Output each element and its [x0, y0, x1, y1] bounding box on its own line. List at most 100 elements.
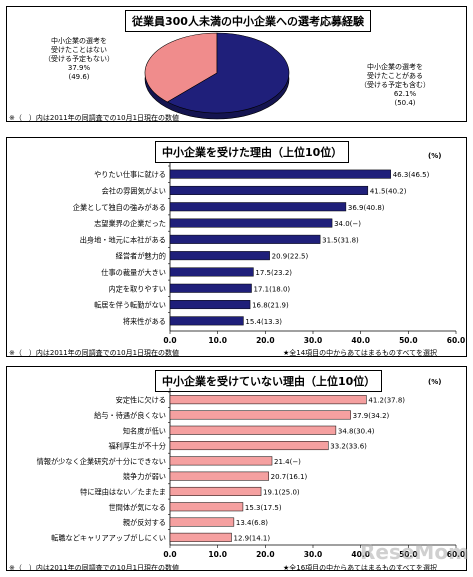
bar	[169, 486, 262, 496]
pie-prev-applied: (50.4)	[394, 99, 415, 107]
reasons-not-applied-note-right: ★全16項目の中からあてはまるものすべてを選択	[283, 564, 437, 572]
bar-value-label: 17.5(23.2)	[255, 269, 292, 277]
bar-value-label: 31.5(31.8)	[322, 236, 359, 244]
category-label: 転職などキャリアアップがしにくい	[51, 533, 166, 542]
category-label: 仕事の裁量が大きい	[101, 268, 166, 277]
reasons-not-applied-note-left: ※（ ）内は2011年の同調査での10月1日現在の数値	[9, 564, 180, 572]
reasons-applied-note-right: ★全14項目の中からあてはまるものすべてを選択	[283, 349, 437, 357]
reasons-not-applied-title: 中小企業を受けていない理由（上位10位）	[155, 370, 383, 392]
bar-value-label: 37.9(34.2)	[353, 412, 390, 420]
bar	[169, 251, 270, 261]
bar	[169, 471, 269, 481]
bar	[169, 456, 273, 466]
pie-prev-not-applied: (49.6)	[68, 73, 89, 81]
category-label: 給与・待遇が良くない	[94, 411, 166, 420]
category-label: 親が反対する	[123, 518, 166, 527]
x-tick-label: 50.0	[399, 336, 418, 345]
bar	[169, 267, 254, 277]
category-label: 知名度が低い	[123, 426, 166, 435]
pie-value-applied: 62.1%	[394, 90, 417, 98]
category-label: 特に理由はない／たまたま	[80, 487, 166, 496]
reasons-not-applied-panel: 中小企業を受けていない理由（上位10位） (%) 安定性に欠ける 41.2(37.8…	[6, 366, 467, 572]
reasons-applied-chart: (%) やりたい仕事に就ける 46.3(46.5) 会社の雰囲気がよい 41.5(40.…	[73, 152, 466, 345]
x-tick-label: 50.0	[399, 550, 418, 559]
pie-panel: 従業員300人未満の中小企業への選考応募経験 中小企業の選考を 受けたことはない（…	[6, 6, 467, 122]
x-tick-label: 30.0	[304, 550, 323, 559]
category-label: やりたい仕事に就ける	[94, 170, 166, 179]
pie-label-not-applied: （受ける予定もない）	[44, 54, 114, 63]
bar-value-label: 41.2(37.8)	[368, 397, 405, 405]
bar-value-label: 34.8(30.4)	[338, 427, 375, 435]
category-label: 転居を伴う転勤がない	[94, 301, 166, 310]
pie-slice	[166, 32, 290, 114]
reasons-applied-title: 中小企業を受けた理由（上位10位）	[155, 141, 350, 163]
category-label: 将来性がある	[123, 317, 166, 326]
bar-value-label: 12.9(14.1)	[233, 534, 270, 542]
unit-label: (%)	[428, 378, 441, 386]
category-label: 経営者が魅力的	[116, 252, 166, 261]
category-label: 競争力が弱い	[123, 472, 166, 481]
x-tick-label: 20.0	[256, 550, 275, 559]
x-tick-label: 0.0	[163, 336, 176, 345]
bar	[169, 425, 337, 435]
bar	[169, 502, 244, 512]
bar	[169, 169, 391, 179]
pie-label-not-applied: 中小企業の選考を	[51, 36, 107, 45]
reasons-not-applied-chart: (%) 安定性に欠ける 41.2(37.8) 給与・待遇が良くない 37.9(34.2)…	[37, 378, 466, 559]
unit-label: (%)	[428, 152, 441, 160]
bar	[169, 283, 252, 293]
x-tick-label: 40.0	[351, 336, 370, 345]
x-tick-label: 10.0	[208, 550, 227, 559]
x-tick-label: 40.0	[351, 550, 370, 559]
category-label: 企業として独自の強みがある	[73, 203, 166, 212]
pie-slice	[144, 32, 218, 103]
bar	[169, 532, 232, 542]
category-label: 情報が少なく企業研究が十分にできない	[37, 457, 166, 466]
bar-value-label: 13.4(6.8)	[236, 519, 268, 527]
pie-note: ※（ ）内は2011年の同調査での10月1日現在の数値	[9, 114, 180, 122]
pie-label-applied: 中小企業の選考を	[367, 62, 423, 71]
category-label: 世間体が気になる	[108, 503, 166, 512]
category-label: 安定性に欠ける	[116, 396, 166, 405]
reasons-applied-note-left: ※（ ）内は2011年の同調査での10月1日現在の数値	[9, 349, 180, 357]
bar-value-label: 15.3(17.5)	[245, 504, 282, 512]
pie-label-applied: 受けたことがある	[367, 71, 423, 80]
pie-label-not-applied: 受けたことはない	[51, 45, 107, 54]
bar-value-label: 20.7(16.1)	[271, 473, 308, 481]
bar	[169, 441, 329, 451]
bar	[169, 300, 251, 310]
bar	[169, 185, 369, 195]
category-label: 内定を取りやすい	[108, 284, 166, 293]
pie-chart-title: 従業員300人未満の中小企業への選考応募経験	[125, 10, 371, 32]
x-tick-label: 0.0	[163, 550, 176, 559]
bar	[169, 218, 333, 228]
bar	[169, 202, 347, 212]
x-tick-label: 20.0	[256, 336, 275, 345]
bar-value-label: 16.8(21.9)	[252, 302, 289, 310]
bar-value-label: 46.3(46.5)	[393, 171, 430, 179]
reasons-applied-panel: 中小企業を受けた理由（上位10位） (%) やりたい仕事に就ける 46.3(46.5…	[6, 137, 467, 357]
bar	[169, 517, 235, 527]
bar-value-label: 17.1(18.0)	[254, 285, 291, 293]
pie-label-applied: （受ける予定も含む）	[360, 80, 430, 89]
bar	[169, 316, 244, 326]
bar-value-label: 20.9(22.5)	[272, 253, 309, 261]
bar-value-label: 21.4(−)	[274, 458, 301, 466]
bar-value-label: 19.1(25.0)	[263, 488, 300, 496]
bar-value-label: 34.0(−)	[334, 220, 361, 228]
category-label: 福利厚生が不十分	[108, 442, 166, 451]
x-tick-label: 60.0	[447, 336, 466, 345]
bar-value-label: 33.2(33.6)	[330, 443, 367, 451]
x-tick-label: 10.0	[208, 336, 227, 345]
x-tick-label: 60.0	[447, 550, 466, 559]
bar-value-label: 36.9(40.8)	[348, 204, 385, 212]
category-label: 出身地・地元に本社がある	[80, 235, 166, 244]
pie-value-not-applied: 37.9%	[68, 64, 91, 72]
bar	[169, 395, 367, 405]
x-tick-label: 30.0	[304, 336, 323, 345]
category-label: 志望業界の企業だった	[94, 219, 166, 228]
watermark-logo: ReseMom	[360, 540, 469, 564]
bar-value-label: 15.4(13.3)	[245, 318, 282, 326]
bar-value-label: 41.5(40.2)	[370, 187, 407, 195]
pie-labels: 中小企業の選考を受けたことはない（受ける予定もない）37.9%(49.6)中小企…	[44, 36, 430, 107]
